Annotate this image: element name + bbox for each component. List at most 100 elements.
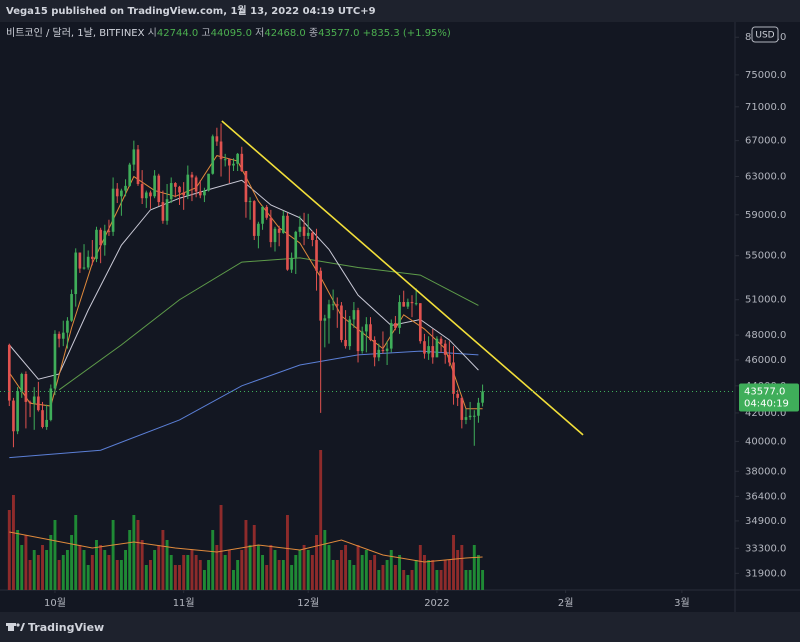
candle-body [286, 215, 289, 270]
candle-body [460, 397, 464, 420]
volume-bar [252, 525, 256, 590]
candle-body [149, 192, 152, 197]
volume-bar [256, 545, 260, 590]
candle-body [389, 323, 393, 349]
volume-bar [119, 560, 123, 590]
volume-bar [352, 565, 356, 590]
y-tick-label: 34900.0 [745, 516, 786, 527]
candle-body [468, 415, 472, 418]
header: Vega15 published on TradingView.com, 1월 … [6, 5, 376, 17]
x-tick-label: 12월 [297, 597, 319, 609]
candle-body [402, 302, 406, 307]
volume-bar [219, 505, 223, 590]
candle-body [120, 190, 123, 197]
candle-body [435, 338, 439, 358]
candle-body [198, 191, 202, 196]
volume-bar [364, 550, 368, 590]
volume-bar [410, 570, 414, 590]
volume-bar [182, 555, 186, 590]
volume-bar [244, 520, 248, 590]
volume-bar [153, 550, 157, 590]
volume-bar [95, 540, 98, 590]
candle-body [203, 190, 206, 196]
volume-bar [32, 550, 36, 590]
candle-body [335, 304, 339, 306]
y-tick-label: 46000.0 [745, 355, 786, 366]
volume-bar [339, 550, 343, 590]
volume-bar [7, 510, 11, 590]
candle-body [348, 319, 352, 347]
volume-bar [431, 560, 435, 590]
candle-body [248, 201, 252, 203]
volume-bar [99, 545, 103, 590]
candle-body [410, 302, 414, 304]
y-tick-label: 31900.0 [745, 568, 786, 579]
volume-bar [315, 535, 318, 590]
volume-bar [215, 545, 219, 590]
volume-bar [57, 560, 61, 590]
volume-bar [319, 450, 323, 590]
x-tick-label: 10월 [44, 597, 66, 609]
candle-body [290, 257, 293, 270]
volume-bar [286, 515, 289, 590]
volume-bar [178, 565, 181, 590]
volume-bar [277, 560, 281, 590]
volume-bar [377, 570, 381, 590]
candle-body [61, 332, 65, 339]
low-value: 42468.0 [264, 28, 305, 39]
candle-body [169, 183, 173, 200]
candle-body [236, 153, 239, 164]
candle-body [261, 206, 264, 224]
candle-body [53, 333, 57, 389]
candle-body [306, 232, 310, 236]
volume-bar [41, 545, 44, 590]
volume-bar [472, 545, 476, 590]
candle-body [394, 323, 397, 328]
candle-body [369, 324, 372, 340]
candle-body [32, 396, 36, 404]
candle-body [331, 304, 335, 306]
candle-body [140, 183, 144, 199]
volume-bar [481, 570, 485, 590]
close-value: 43577.0 [318, 28, 359, 39]
candle-body [228, 159, 231, 166]
candle-body [99, 229, 102, 246]
volume-bar [452, 535, 455, 590]
moving-average [8, 155, 483, 410]
candle-body [86, 256, 90, 268]
candle-body [294, 231, 298, 258]
candle-body [157, 175, 161, 203]
candle-body [340, 305, 343, 340]
volume-bar [327, 545, 331, 590]
volume-bar [136, 520, 140, 590]
candle-body [240, 153, 244, 172]
volume-bar [232, 570, 235, 590]
candle-body [91, 256, 94, 259]
candle-body [219, 141, 223, 160]
candle-body [107, 230, 111, 232]
candle-body [456, 393, 460, 398]
candle-body [443, 343, 447, 355]
candle-body [161, 202, 165, 221]
volume-bar [190, 550, 194, 590]
volume-bar [369, 560, 372, 590]
high-prefix: 고 [201, 28, 210, 39]
candle-body [406, 302, 410, 307]
volume-bar [435, 570, 439, 590]
volume-bar [90, 555, 94, 590]
volume-bar [161, 530, 165, 590]
open-value: 42744.0 [157, 28, 198, 39]
volume-bar [290, 565, 294, 590]
volume-bar [65, 550, 69, 590]
y-tick-label: 33300.0 [745, 543, 786, 554]
volume-bar [385, 560, 389, 590]
volume-bar [36, 555, 40, 590]
volume-bar [273, 550, 277, 590]
volume-bar [207, 560, 211, 590]
candle-body [448, 354, 451, 363]
volume-bar [61, 555, 65, 590]
moving-average [9, 350, 479, 459]
change: +835.3 [363, 28, 400, 39]
candle-body [244, 171, 248, 203]
